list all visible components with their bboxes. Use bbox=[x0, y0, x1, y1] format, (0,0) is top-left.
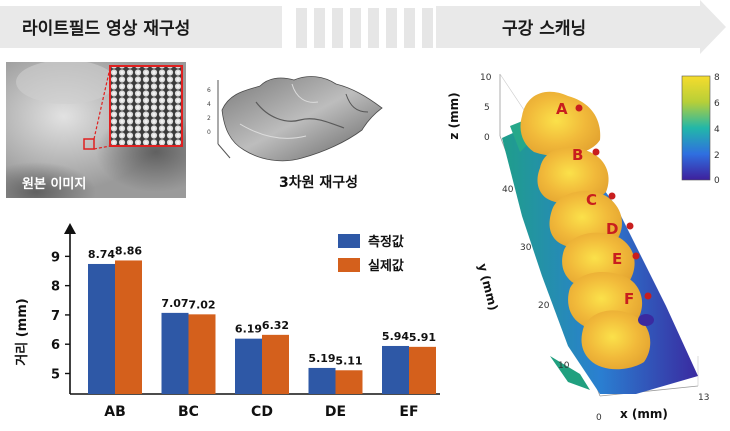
recon-tick: 6 bbox=[207, 87, 211, 94]
z-tick: 5 bbox=[484, 103, 490, 113]
y-tick-label: 7 bbox=[51, 309, 60, 324]
z-axis-label: z (mm) bbox=[447, 92, 461, 139]
bar-chart: 거리 (mm) 5 6 7 8 9 8.74 8.86 7.07 7.02 6.19 6.32 5.… bbox=[14, 223, 440, 420]
banner-stripe bbox=[350, 8, 361, 48]
x-category-label: EF bbox=[399, 404, 418, 420]
bar-ab-measured bbox=[88, 263, 115, 394]
legend-swatch-actual bbox=[338, 258, 360, 272]
legend-label-actual: 실제값 bbox=[368, 258, 404, 274]
y-tick-label: 5 bbox=[51, 368, 60, 383]
colorbar-tick: 8 bbox=[714, 73, 720, 83]
point-c-marker bbox=[608, 192, 616, 200]
recon-tick: 0 bbox=[207, 129, 211, 136]
bar-value-label: 5.11 bbox=[335, 354, 362, 367]
bar-value-label: 7.02 bbox=[188, 298, 215, 311]
point-a-label: A bbox=[556, 100, 568, 118]
y-tick: 30 bbox=[520, 243, 532, 253]
recon-tick: 4 bbox=[207, 101, 211, 108]
bar-bc-actual bbox=[188, 314, 216, 394]
x-tick: 0 bbox=[596, 413, 602, 423]
legend-label-measured: 측정값 bbox=[368, 234, 404, 250]
x-category-label: DE bbox=[325, 404, 346, 420]
bar-de-measured bbox=[308, 367, 336, 394]
bar-value-label: 8.86 bbox=[115, 244, 142, 257]
point-f-label: F bbox=[624, 290, 634, 308]
bar-value-label: 7.07 bbox=[161, 297, 188, 310]
z-tick: 10 bbox=[480, 73, 492, 83]
bar-value-label: 6.32 bbox=[262, 319, 289, 332]
colorbar bbox=[681, 75, 711, 181]
bar-ef-measured bbox=[382, 345, 409, 394]
z-tick: 0 bbox=[484, 133, 490, 143]
colorbar-tick: 4 bbox=[714, 125, 720, 135]
banner-left-bar bbox=[0, 6, 282, 48]
recon-tick: 2 bbox=[207, 115, 211, 122]
point-f-marker bbox=[644, 292, 652, 300]
original-image-label: 원본 이미지 bbox=[22, 177, 87, 192]
scan-plot: z (mm) y (mm) x (mm) 10 5 0 40 30 20 10 … bbox=[447, 73, 720, 423]
bar-value-label: 8.74 bbox=[88, 248, 115, 261]
banner-right-arrow bbox=[436, 0, 726, 54]
point-b-label: B bbox=[572, 146, 583, 164]
point-c-label: C bbox=[586, 191, 597, 209]
bar-ef-actual bbox=[409, 346, 436, 394]
x-tick: 13 bbox=[698, 393, 709, 403]
banner-stripe bbox=[386, 8, 397, 48]
y-axis-label-scan: y (mm) bbox=[475, 262, 500, 312]
banner-stripe bbox=[314, 8, 325, 48]
y-axis-label: 거리 (mm) bbox=[14, 298, 30, 365]
bar-value-label: 6.19 bbox=[235, 323, 262, 336]
x-category-label: CD bbox=[251, 404, 273, 420]
y-tick: 40 bbox=[502, 185, 514, 195]
banner-stripe bbox=[296, 8, 307, 48]
bar-cd-actual bbox=[262, 334, 289, 394]
banner-stripe bbox=[422, 8, 433, 48]
y-tick-label: 9 bbox=[51, 250, 60, 265]
banner-stripe bbox=[368, 8, 379, 48]
bar-cd-measured bbox=[235, 338, 262, 394]
banner-left-title: 라이트필드 영상 재구성 bbox=[22, 19, 191, 39]
colorbar-tick: 6 bbox=[714, 99, 720, 109]
y-tick-label: 6 bbox=[51, 338, 60, 353]
x-axis-label-scan: x (mm) bbox=[620, 407, 668, 421]
bar-value-label: 5.91 bbox=[409, 331, 436, 344]
y-axis-arrow bbox=[64, 223, 76, 234]
reconstruction-label: 3차원 재구성 bbox=[279, 175, 359, 191]
bar-de-actual bbox=[335, 370, 363, 394]
y-tick-label: 8 bbox=[51, 280, 60, 295]
bar-bc-measured bbox=[161, 312, 189, 394]
x-category-label: BC bbox=[178, 404, 199, 420]
point-d-marker bbox=[626, 222, 634, 230]
bar-value-label: 5.19 bbox=[308, 352, 335, 365]
banner-stripe bbox=[404, 8, 415, 48]
point-e-label: E bbox=[612, 250, 622, 268]
banner-right-title: 구강 스캐닝 bbox=[502, 19, 587, 39]
colorbar-tick: 2 bbox=[714, 151, 720, 161]
point-d-label: D bbox=[606, 220, 618, 238]
reconstruction-3d: 6 4 2 0 bbox=[207, 76, 383, 162]
bar-ab-actual bbox=[115, 260, 142, 394]
y-tick: 10 bbox=[558, 361, 570, 371]
y-tick: 20 bbox=[538, 301, 550, 311]
bar-value-label: 5.94 bbox=[382, 330, 409, 343]
banner-stripe bbox=[332, 8, 343, 48]
x-category-label: AB bbox=[104, 404, 126, 420]
colorbar-tick: 0 bbox=[714, 176, 720, 186]
original-image bbox=[6, 62, 186, 198]
point-e-marker bbox=[632, 252, 640, 260]
legend-swatch-measured bbox=[338, 234, 360, 248]
point-a-marker bbox=[575, 104, 583, 112]
point-b-marker bbox=[592, 148, 600, 156]
